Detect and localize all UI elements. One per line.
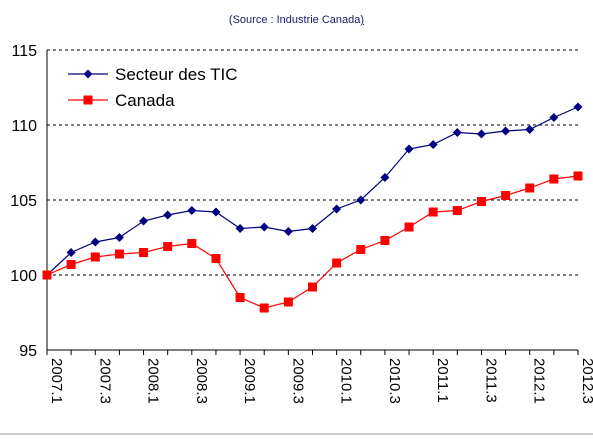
data-point-diamond [163, 210, 173, 220]
data-point-square [380, 236, 390, 245]
x-tick-label: 2010.1 [338, 358, 355, 404]
grid-lines [47, 49, 578, 276]
data-point-diamond [452, 128, 462, 137]
data-point-diamond [476, 129, 486, 139]
data-point-square [549, 174, 559, 184]
data-point-diamond [283, 227, 293, 236]
data-point-square [308, 282, 317, 292]
x-tick-label: 2012.1 [531, 358, 548, 404]
data-point-square [66, 260, 76, 269]
data-point-square [476, 197, 486, 206]
data-point-diamond [139, 216, 149, 226]
x-tick-label: 2010.3 [386, 358, 403, 404]
x-tick-label: 2007.1 [48, 358, 65, 404]
y-tick-label: 110 [11, 118, 37, 135]
data-point-square [283, 297, 293, 307]
data-point-square [187, 239, 197, 248]
x-axis-ticks: 2007.1 2007.3 2008.1 2008.3 2009.1 2009.3 2010… [46, 350, 593, 404]
x-tick-label: 2011.1 [434, 358, 451, 403]
legend: Secteur des TIC Canada [68, 65, 238, 110]
x-tick-label: 2012.3 [579, 358, 593, 404]
y-tick-label: 115 [11, 43, 37, 60]
data-point-square [452, 206, 462, 215]
data-point-diamond [308, 224, 317, 233]
data-point-diamond [356, 195, 366, 205]
y-tick-label: 105 [10, 193, 37, 210]
chart-source: (Source : Industrie Canada) [0, 14, 593, 26]
legend-marker-diamond [83, 69, 93, 79]
data-point-diamond [380, 173, 390, 182]
x-tick-label: 2008.1 [145, 358, 162, 404]
data-point-diamond [501, 126, 511, 136]
data-point-square [428, 207, 438, 217]
data-point-square [211, 254, 221, 263]
data-point-diamond [525, 125, 535, 134]
data-point-diamond [90, 237, 100, 247]
data-point-square [163, 242, 173, 251]
y-axis-ticks: 95 100 105 110 115 [10, 43, 37, 360]
data-point-square [525, 183, 535, 193]
data-point-square [90, 252, 100, 262]
x-tick-label: 2009.3 [289, 358, 306, 404]
data-point-diamond [235, 224, 245, 233]
x-tick-label: 2008.3 [193, 358, 210, 404]
data-point-diamond [259, 222, 269, 232]
data-point-diamond [573, 102, 583, 112]
data-point-square [501, 191, 511, 200]
data-point-square [114, 249, 124, 259]
x-tick-label: 2007.3 [96, 358, 113, 404]
x-tick-label: 2011.3 [482, 358, 499, 403]
data-point-diamond [332, 204, 342, 214]
data-point-diamond [187, 206, 197, 215]
source-text: (Source : Industrie Canada [228, 14, 361, 26]
source-link[interactable]: ) [360, 14, 365, 26]
data-point-diamond [428, 140, 438, 149]
y-tick-label: 95 [19, 343, 37, 360]
legend-label: Canada [115, 91, 175, 110]
data-point-square [42, 270, 52, 280]
data-point-square [235, 293, 245, 302]
data-point-square [332, 258, 342, 268]
data-point-square [139, 248, 149, 257]
data-point-diamond [211, 207, 221, 217]
data-point-diamond [66, 248, 76, 257]
data-point-diamond [114, 233, 124, 242]
data-point-square [356, 245, 366, 254]
legend-marker-square [83, 95, 93, 105]
series-group [42, 102, 583, 313]
data-point-square [259, 303, 269, 313]
legend-label: Secteur des TIC [115, 65, 238, 84]
data-point-diamond [549, 113, 559, 122]
y-tick-label: 100 [10, 268, 37, 285]
data-point-square [404, 222, 414, 232]
data-point-diamond [404, 144, 414, 154]
x-tick-label: 2009.1 [241, 358, 258, 404]
data-point-square [573, 171, 583, 181]
series-line-0 [46, 106, 579, 276]
